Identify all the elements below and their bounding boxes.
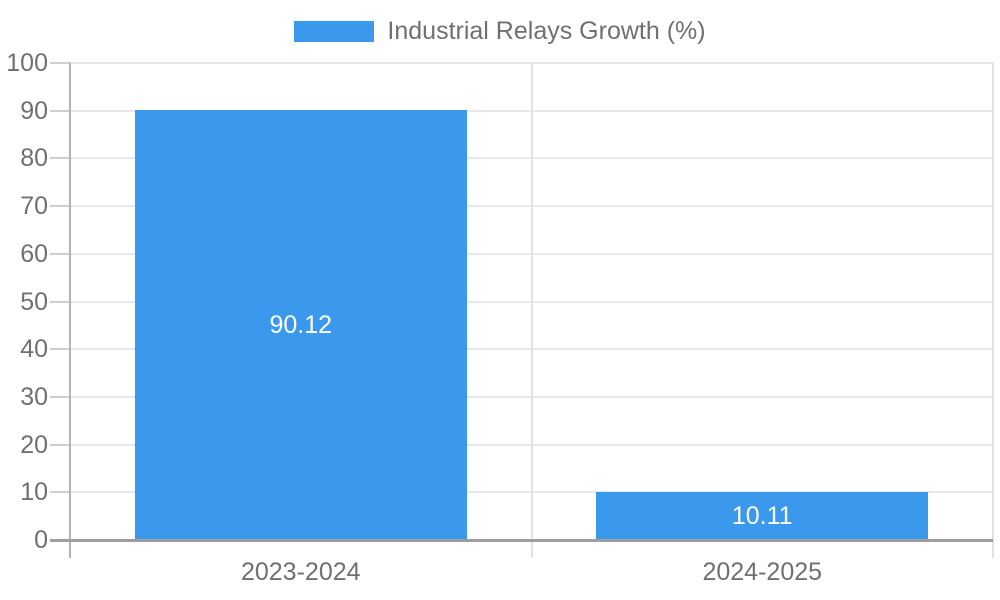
- bar[interactable]: [134, 110, 467, 540]
- x-axis-line: [50, 539, 993, 542]
- y-tick: [50, 443, 70, 446]
- y-tick: [50, 395, 70, 398]
- x-tick-label: 2023-2024: [240, 558, 361, 586]
- y-tick-label: 100: [6, 49, 48, 77]
- y-tick: [50, 252, 70, 255]
- x-tick-label: 2024-2025: [702, 558, 823, 586]
- y-tick-label: 0: [34, 526, 48, 554]
- y-tick-label: 90: [20, 96, 48, 125]
- y-tick: [50, 205, 70, 208]
- bar-value-label: 90.12: [269, 311, 333, 340]
- y-tick-label: 10: [20, 478, 48, 507]
- y-tick-label: 50: [20, 287, 48, 316]
- y-tick-label: 20: [20, 430, 48, 459]
- y-tick-label: 30: [20, 382, 48, 411]
- legend-swatch-icon: [294, 20, 375, 42]
- legend[interactable]: Industrial Relays Growth (%): [0, 16, 1000, 46]
- y-tick-label: 80: [20, 144, 48, 173]
- bar[interactable]: [596, 491, 929, 540]
- y-tick: [50, 300, 70, 303]
- y-tick: [50, 109, 70, 112]
- y-tick-label: 40: [20, 335, 48, 364]
- y-tick: [50, 491, 70, 494]
- y-tick-label: 70: [20, 192, 48, 221]
- y-tick: [50, 157, 70, 160]
- y-axis-line: [69, 63, 71, 558]
- legend-label: Industrial Relays Growth (%): [387, 17, 706, 45]
- bar-value-label: 10.11: [731, 501, 793, 530]
- y-tick: [50, 348, 70, 351]
- y-tick-label: 60: [20, 239, 48, 268]
- y-tick: [50, 62, 70, 64]
- category-boundary-line: [992, 63, 994, 558]
- category-boundary-line: [530, 63, 533, 558]
